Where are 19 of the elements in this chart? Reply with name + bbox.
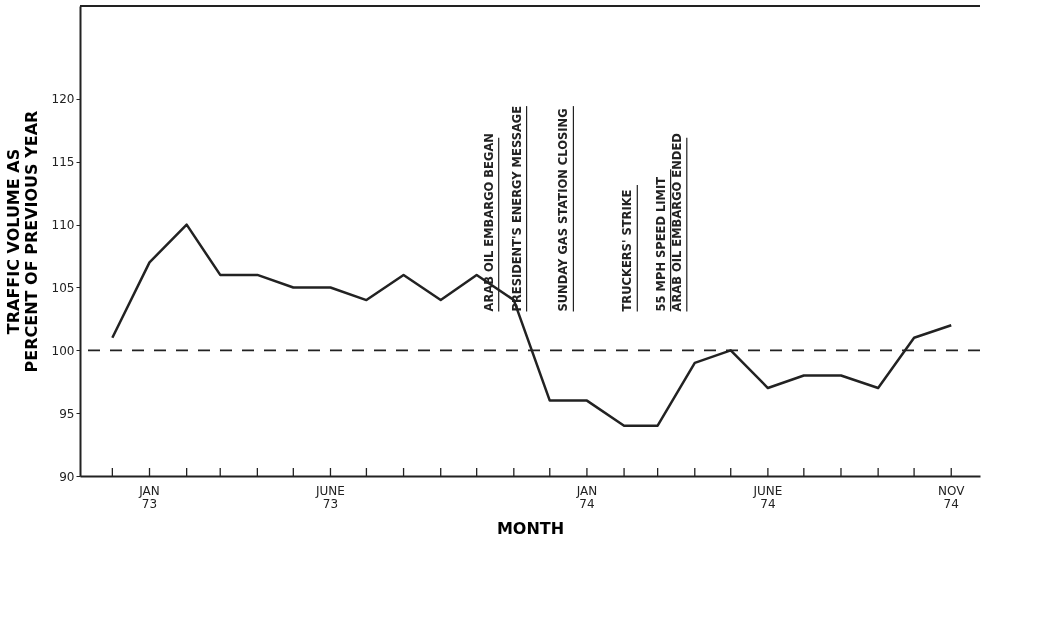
y-tick-label: 110 [51,218,75,233]
annotation: TRUCKERS' STRIKE [620,189,635,312]
x-tick-label: JUNE 73 [315,484,345,511]
x-tick-label: JAN 74 [575,484,598,511]
y-tick-label: 90 [59,469,75,484]
annotation: 55 MPH SPEED LIMIT [653,176,668,312]
y-tick-label: 95 [59,406,75,421]
y-tick-label: 120 [51,92,75,107]
y-tick-label: 100 [51,343,75,358]
y-axis-title: TRAFFIC VOLUME AS PERCENT OF PREVIOUS YEAR [3,110,41,373]
annotation: PRESIDENT'S ENERGY MESSAGE [509,105,524,312]
x-tick-label: JAN 73 [138,484,160,511]
y-tick-label: 105 [51,281,75,295]
annotation: SUNDAY GAS STATION CLOSING [556,108,571,312]
x-tick-label: NOV 74 [938,484,966,511]
y-tick-label: 115 [51,155,75,170]
annotation: ARAB OIL EMBARGO ENDED [669,133,684,312]
x-axis-title: MONTH [496,518,565,538]
x-tick-label: JUNE 74 [752,484,783,511]
